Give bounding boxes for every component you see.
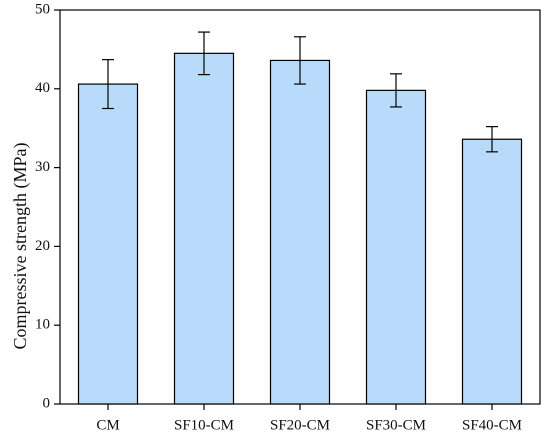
plot-area: 0 10 20 30 40 50 CM SF10-CM SF20-CM SF30-CM SF40-C… — [35, 1, 541, 433]
bar — [173, 52, 235, 405]
y-tick-label: 0 — [43, 395, 51, 411]
x-tick-label: SF40-CM — [462, 417, 522, 433]
y-tick-label: 20 — [35, 238, 50, 254]
x-tick-label: SF10-CM — [174, 417, 234, 433]
x-tick-label: SF30-CM — [366, 417, 426, 433]
y-tick-label: 30 — [35, 159, 50, 175]
y-tick-label: 50 — [35, 1, 50, 17]
x-tick-label: CM — [96, 417, 119, 433]
y-tick-label: 40 — [35, 80, 50, 96]
bar — [365, 89, 427, 405]
bar — [77, 83, 139, 405]
bar — [269, 59, 331, 405]
bar — [461, 138, 523, 405]
x-tick-label: SF20-CM — [270, 417, 330, 433]
y-axis-title: Compressive strength (MPa) — [10, 143, 31, 350]
y-tick-label: 10 — [35, 317, 50, 333]
